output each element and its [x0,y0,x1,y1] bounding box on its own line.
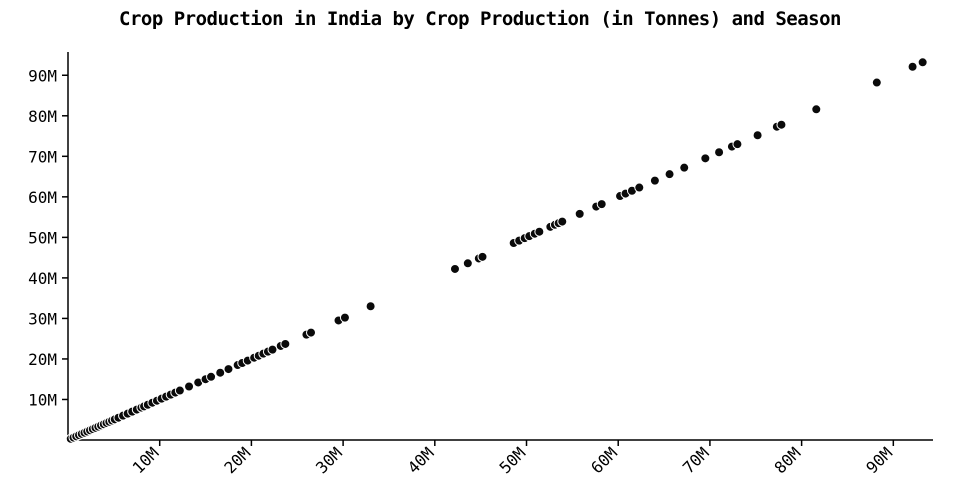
data-point [223,364,234,375]
data-point [871,77,882,88]
data-point [811,104,822,115]
data-point [907,61,918,72]
y-tick-label: 10M [28,390,57,409]
y-tick-label: 80M [28,107,57,126]
data-point [449,263,460,274]
data-point [732,139,743,150]
chart-title: Crop Production in India by Crop Product… [119,8,841,30]
data-point [534,226,545,237]
data-point [664,169,675,180]
y-tick-label: 60M [28,188,57,207]
data-point [649,175,660,186]
data-point [174,385,185,396]
y-tick-label: 50M [28,228,57,247]
data-point [365,301,376,312]
data-point [634,182,645,193]
x-tick-label: 40M [404,443,438,477]
x-tick-label: 70M [679,443,713,477]
data-point [280,338,291,349]
data-point [267,344,278,355]
data-point [184,381,195,392]
y-tick-label: 90M [28,66,57,85]
data-point [206,371,217,382]
data-point [752,130,763,141]
data-point [215,367,226,378]
y-tick-label: 30M [28,309,57,328]
y-tick-label: 20M [28,350,57,369]
x-tick-label: 60M [587,443,621,477]
data-point [679,162,690,173]
x-tick-label: 20M [220,443,254,477]
x-tick-label: 10M [129,443,163,477]
x-tick-label: 50M [495,443,529,477]
y-tick-label: 70M [28,147,57,166]
x-tick-label: 80M [771,443,805,477]
data-point [917,57,928,68]
data-point [339,312,350,323]
data-point [557,216,568,227]
data-point [306,327,317,338]
y-tick-label: 40M [28,269,57,288]
data-point [700,153,711,164]
data-point [574,208,585,219]
x-tick-label: 90M [862,443,896,477]
data-point [776,119,787,130]
data-point [462,258,473,269]
data-point [714,147,725,158]
x-tick-label: 30M [312,443,346,477]
data-point [477,251,488,262]
data-point [596,199,607,210]
